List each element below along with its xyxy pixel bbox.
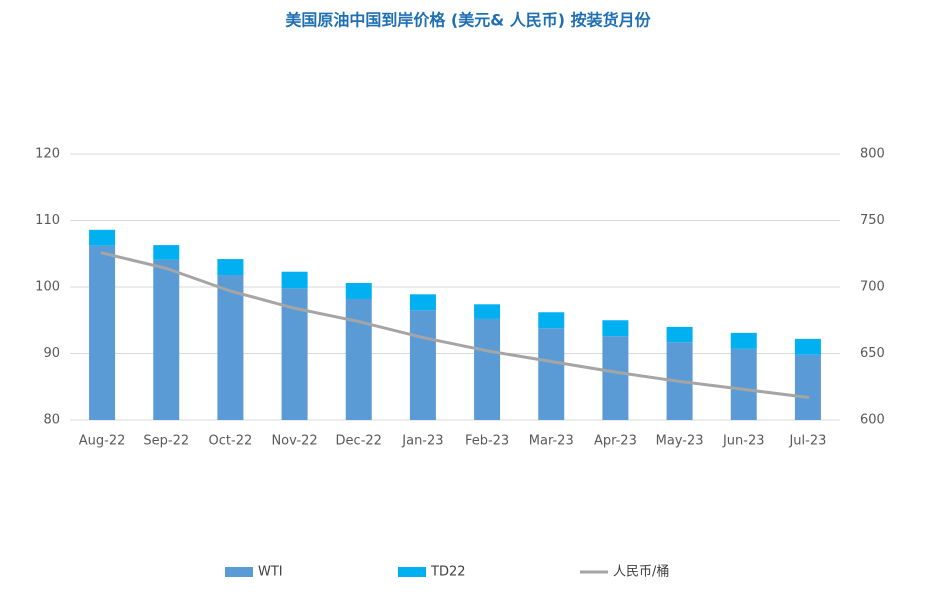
y-tick-label: 110 xyxy=(35,213,60,228)
bar-segment xyxy=(153,259,180,420)
bar-segment xyxy=(538,312,565,329)
bar-segment xyxy=(730,332,757,349)
legend-label: WTI xyxy=(258,565,283,580)
legend-swatch xyxy=(225,567,253,577)
bar-segment xyxy=(281,271,308,289)
y2-tick-label: 600 xyxy=(860,413,885,428)
x-tick-label: Sep-22 xyxy=(143,434,189,449)
bar-segment xyxy=(89,229,116,246)
bar-segment xyxy=(474,304,501,319)
legend-label: 人民币/桶 xyxy=(613,565,669,580)
bar-segment xyxy=(474,318,501,420)
x-tick-label: Nov-22 xyxy=(271,434,317,449)
y2-tick-label: 700 xyxy=(860,280,885,295)
x-tick-label: May-23 xyxy=(656,434,704,449)
x-tick-label: Oct-22 xyxy=(209,434,253,449)
x-tick-label: Feb-23 xyxy=(465,434,509,449)
bar-segment xyxy=(794,354,821,420)
x-tick-label: Apr-23 xyxy=(594,434,637,449)
bar-segment xyxy=(217,275,244,420)
bar-segment xyxy=(602,320,629,337)
y-tick-label: 120 xyxy=(35,147,60,162)
x-tick-label: Mar-23 xyxy=(529,434,574,449)
line-series xyxy=(100,251,810,399)
y-tick-label: 80 xyxy=(43,413,60,428)
y-tick-label: 100 xyxy=(35,280,60,295)
bar-segment xyxy=(345,298,372,420)
bar-segment xyxy=(538,328,565,420)
y-tick-label: 90 xyxy=(43,346,60,361)
bar-segment xyxy=(794,338,821,355)
bar-segment xyxy=(666,326,693,343)
y2-tick-label: 800 xyxy=(860,147,885,162)
chart-title: 美国原油中国到岸价格 (美元& 人民币) 按装货月份 xyxy=(285,11,651,30)
bar-segment xyxy=(89,245,116,420)
bar-segment xyxy=(730,348,757,420)
x-tick-label: Jan-23 xyxy=(401,434,443,449)
x-tick-label: Aug-22 xyxy=(79,434,126,449)
bar-segment xyxy=(602,336,629,420)
bar-segment xyxy=(217,259,244,276)
bar-segment xyxy=(345,283,372,299)
x-tick-label: Jun-23 xyxy=(722,434,765,449)
bar-segment xyxy=(409,310,436,420)
legend-label: TD22 xyxy=(430,565,466,580)
legend-swatch xyxy=(398,567,426,577)
x-tick-label: Jul-23 xyxy=(788,434,826,449)
bar-segment xyxy=(409,294,436,311)
y2-tick-label: 650 xyxy=(860,346,885,361)
bar-segment xyxy=(153,245,180,260)
x-tick-label: Dec-22 xyxy=(336,434,382,449)
y2-tick-label: 750 xyxy=(860,213,885,228)
